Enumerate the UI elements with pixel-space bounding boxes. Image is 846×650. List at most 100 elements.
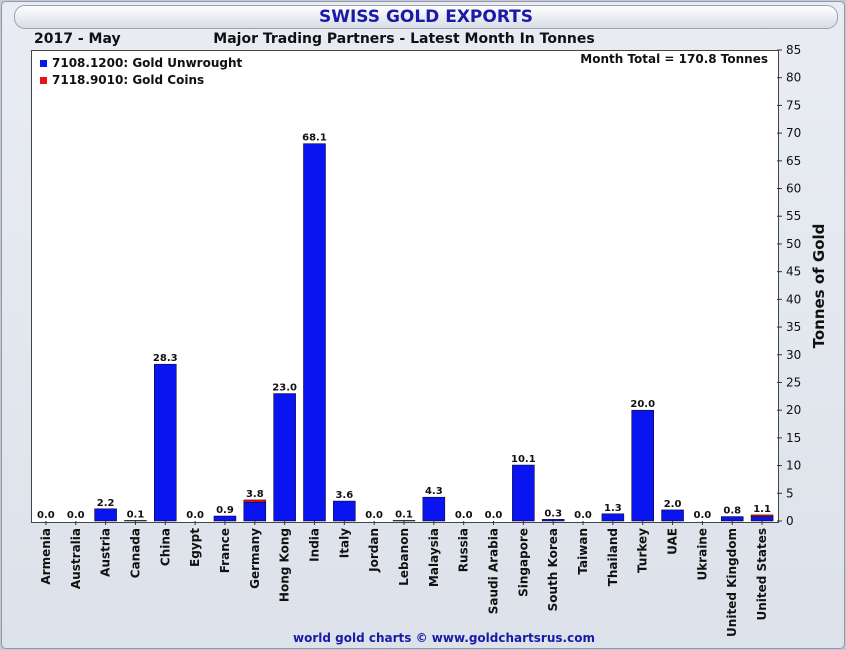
x-tick-label-1: Australia	[69, 528, 83, 589]
bar-unwrought-21	[661, 509, 684, 522]
x-tick-label-7: Germany	[248, 528, 262, 589]
legend-item-unwrought: 7108.1200: Gold Unwrought	[40, 55, 242, 72]
x-tick-label-12: Lebanon	[397, 528, 411, 586]
footer-credit: world gold charts © www.goldchartsrus.co…	[293, 631, 595, 645]
y-tick-label-16: 80	[786, 71, 801, 85]
data-label-10: 3.6	[335, 490, 353, 501]
y-tick-label-13: 65	[786, 154, 801, 168]
y-tick-label-12: 60	[786, 182, 801, 196]
data-label-15: 0.0	[485, 510, 503, 521]
x-tick-label-22: Ukraine	[695, 528, 709, 581]
data-label-6: 0.9	[216, 505, 234, 516]
y-axis-title: Tonnes of Gold	[810, 223, 828, 349]
bar-unwrought-17	[541, 519, 565, 522]
x-tick-label-9: India	[307, 528, 321, 562]
bar-unwrought-7	[243, 501, 267, 522]
bar-unwrought-6	[213, 515, 237, 522]
x-tick-label-2: Austria	[99, 528, 113, 577]
data-label-5: 0.0	[186, 510, 204, 521]
x-tick-label-16: Singapore	[516, 528, 530, 597]
x-tick-label-6: France	[218, 528, 232, 573]
bar-unwrought-23	[720, 516, 744, 522]
x-tick-label-18: Taiwan	[576, 528, 590, 575]
y-tick-label-7: 35	[786, 320, 801, 334]
month-total-annotation: Month Total = 170.8 Tonnes	[580, 52, 768, 66]
y-tick-label-6: 30	[786, 348, 801, 362]
x-tick-label-5: Egypt	[188, 528, 202, 567]
bar-unwrought-3	[124, 520, 147, 522]
legend-item-coins: 7118.9010: Gold Coins	[40, 72, 242, 89]
x-tick-label-13: Malaysia	[427, 528, 441, 587]
data-label-3: 0.1	[127, 509, 145, 520]
data-label-16: 10.1	[511, 454, 536, 465]
y-tick-label-9: 45	[786, 265, 801, 279]
y-tick-label-3: 15	[786, 431, 801, 445]
y-tick-label-14: 70	[786, 126, 801, 140]
data-label-12: 0.1	[395, 509, 413, 520]
y-tick-label-17: 85	[786, 43, 801, 57]
y-tick-label-5: 25	[786, 375, 801, 389]
legend-swatch-coins	[40, 77, 47, 84]
legend-swatch-unwrought	[40, 60, 47, 67]
x-tick-label-24: United States	[755, 528, 769, 621]
bar-coins-7	[243, 499, 267, 503]
legend-label-unwrought: 7108.1200: Gold Unwrought	[52, 56, 243, 70]
bar-unwrought-19	[601, 513, 625, 522]
data-label-23: 0.8	[723, 506, 741, 517]
x-tick-label-19: Thailand	[606, 528, 620, 586]
x-tick-label-8: Hong Kong	[278, 528, 292, 602]
x-tick-label-15: Saudi Arabia	[487, 528, 501, 614]
data-label-14: 0.0	[455, 510, 473, 521]
x-tick-label-10: Italy	[337, 528, 351, 558]
x-tick-label-21: UAE	[666, 528, 680, 555]
data-label-20: 20.0	[630, 399, 655, 410]
bar-unwrought-20	[631, 409, 654, 522]
y-tick-label-0: 0	[786, 514, 794, 528]
data-label-22: 0.0	[694, 510, 712, 521]
data-label-0: 0.0	[37, 510, 55, 521]
y-tick-label-1: 5	[786, 486, 794, 500]
x-tick-label-20: Turkey	[636, 528, 650, 573]
data-label-8: 23.0	[272, 383, 297, 394]
y-tick-label-11: 55	[786, 209, 801, 223]
legend: 7108.1200: Gold Unwrought 7118.9010: Gol…	[40, 55, 242, 89]
x-tick-label-4: China	[158, 528, 172, 566]
bar-unwrought-10	[333, 500, 356, 522]
bar-unwrought-24	[750, 516, 774, 522]
legend-label-coins: 7118.9010: Gold Coins	[52, 73, 205, 87]
data-label-4: 28.3	[153, 353, 178, 364]
y-tick-label-15: 75	[786, 98, 801, 112]
bar-unwrought-4	[154, 363, 177, 522]
bar-unwrought-8	[273, 393, 296, 522]
y-tick-label-4: 20	[786, 403, 801, 417]
data-label-9: 68.1	[302, 133, 327, 144]
y-tick-label-10: 50	[786, 237, 801, 251]
data-label-13: 4.3	[425, 486, 443, 497]
x-tick-label-14: Russia	[457, 528, 471, 572]
y-tick-label-8: 40	[786, 292, 801, 306]
data-label-7: 3.8	[246, 489, 264, 500]
chart-period: 2017 - May	[34, 31, 121, 47]
bar-coins-24	[750, 514, 774, 517]
data-label-18: 0.0	[574, 510, 592, 521]
x-tick-label-3: Canada	[128, 528, 142, 578]
data-label-2: 2.2	[97, 498, 115, 509]
x-tick-label-11: Jordan	[367, 528, 381, 573]
data-label-21: 2.0	[664, 499, 682, 510]
x-tick-label-0: Armenia	[39, 528, 53, 585]
bar-unwrought-9	[303, 143, 326, 522]
data-label-11: 0.0	[365, 510, 383, 521]
x-tick-label-17: South Korea	[546, 528, 560, 611]
bar-unwrought-13	[422, 496, 446, 522]
chart-title: SWISS GOLD EXPORTS	[14, 5, 838, 29]
data-label-24: 1.1	[753, 504, 771, 515]
data-label-1: 0.0	[67, 510, 85, 521]
data-label-17: 0.3	[544, 508, 562, 519]
y-tick-label-2: 10	[786, 459, 801, 473]
bar-unwrought-12	[392, 520, 416, 522]
chart-subtitle: Major Trading Partners - Latest Month In…	[213, 31, 595, 47]
bar-unwrought-16	[512, 464, 535, 522]
bar-unwrought-2	[94, 508, 117, 522]
x-tick-label-23: United Kingdom	[725, 528, 739, 637]
